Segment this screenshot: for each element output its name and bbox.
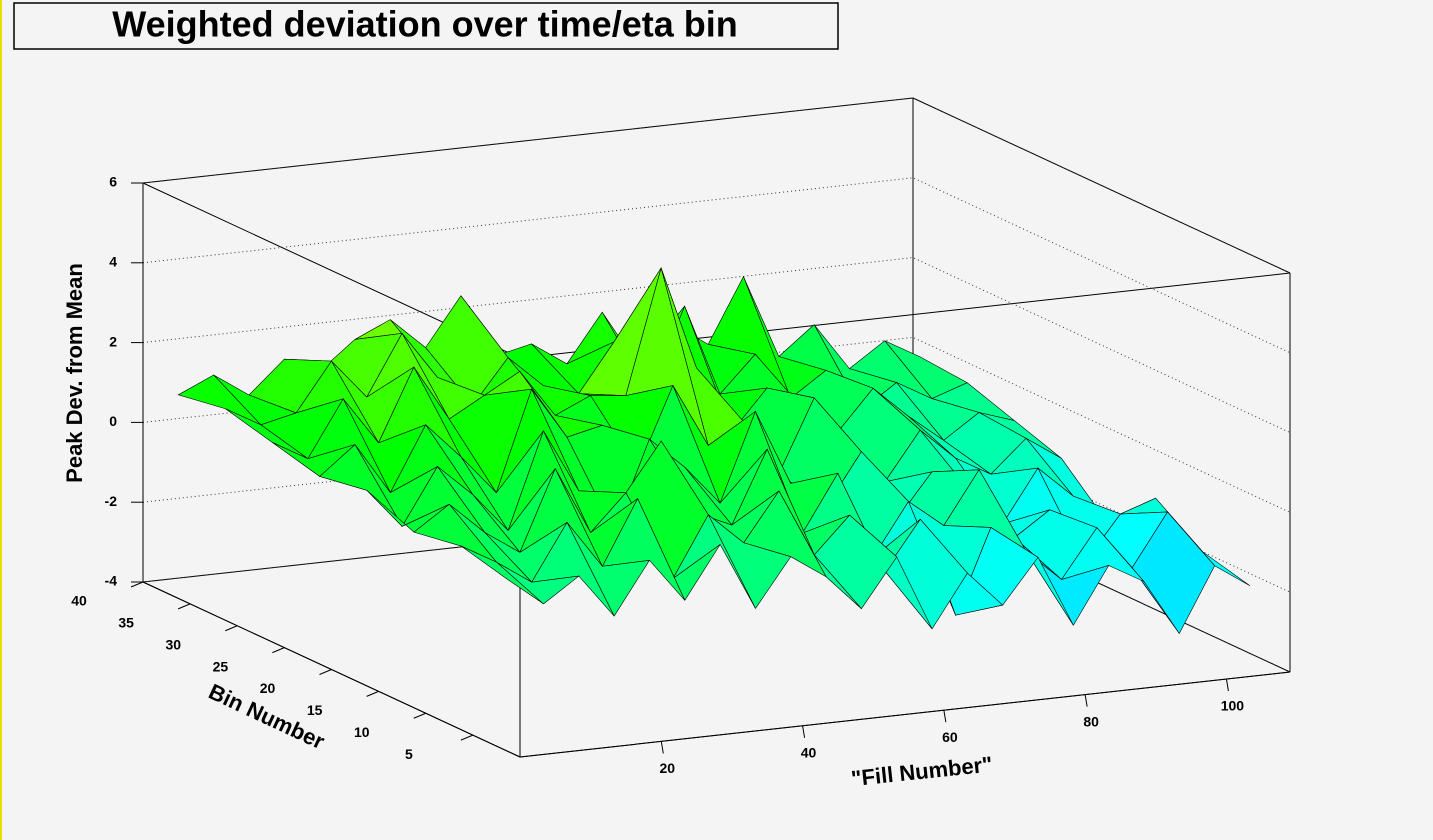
x-axis-title: "Fill Number" (850, 751, 994, 791)
x-tick (1225, 678, 1229, 692)
z-tick-label: 4 (109, 254, 117, 270)
z-tick-label: -2 (105, 493, 118, 509)
x-tick-label: 20 (659, 760, 675, 776)
y-tick-label: 10 (354, 724, 370, 740)
x-tick-label: 80 (1083, 713, 1099, 729)
box-edge (912, 97, 1291, 274)
window-edge (0, 0, 2, 840)
y-tick (130, 581, 144, 588)
y-tick (413, 712, 426, 719)
y-tick (225, 625, 238, 632)
x-tick-label: 100 (1221, 698, 1245, 714)
y-tick-label: 5 (405, 746, 413, 762)
y-tick (272, 647, 285, 654)
y-tick-label: 25 (213, 658, 229, 674)
y-tick (319, 669, 332, 675)
surface (177, 266, 1251, 635)
z-tick-label: 0 (109, 413, 117, 429)
grid-line (142, 97, 1291, 274)
y-tick (460, 734, 474, 741)
grid-line (142, 177, 1291, 354)
axes: 20 40 60 80 100 5 10 15 20 25 30 35 40 -4 -2 0 2 4 6 (71, 174, 1291, 776)
z-tick-label: 6 (109, 174, 117, 190)
y-tick-label: 40 (71, 593, 87, 609)
y-tick-label: 15 (307, 702, 323, 718)
x-tick (660, 741, 664, 754)
z-axis-title: Peak Dev. from Mean (62, 263, 87, 483)
y-tick (177, 603, 191, 610)
x-tick (943, 710, 947, 723)
x-tick (1084, 694, 1088, 707)
y-tick-label: 35 (118, 615, 134, 631)
x-tick-label: 60 (942, 729, 958, 745)
surface-cell (460, 545, 544, 605)
x-tick (802, 725, 806, 738)
z-tick-label: -4 (105, 573, 118, 589)
y-tick-label: 30 (165, 636, 181, 652)
x-tick-label: 40 (801, 745, 817, 761)
z-tick-label: 2 (109, 333, 117, 349)
box-edge (142, 97, 914, 184)
chart-title: Weighted deviation over time/eta bin (112, 4, 737, 45)
y-tick-label: 20 (260, 680, 276, 696)
title-box (13, 2, 839, 50)
x-axis (519, 671, 1291, 758)
y-tick (366, 690, 379, 697)
